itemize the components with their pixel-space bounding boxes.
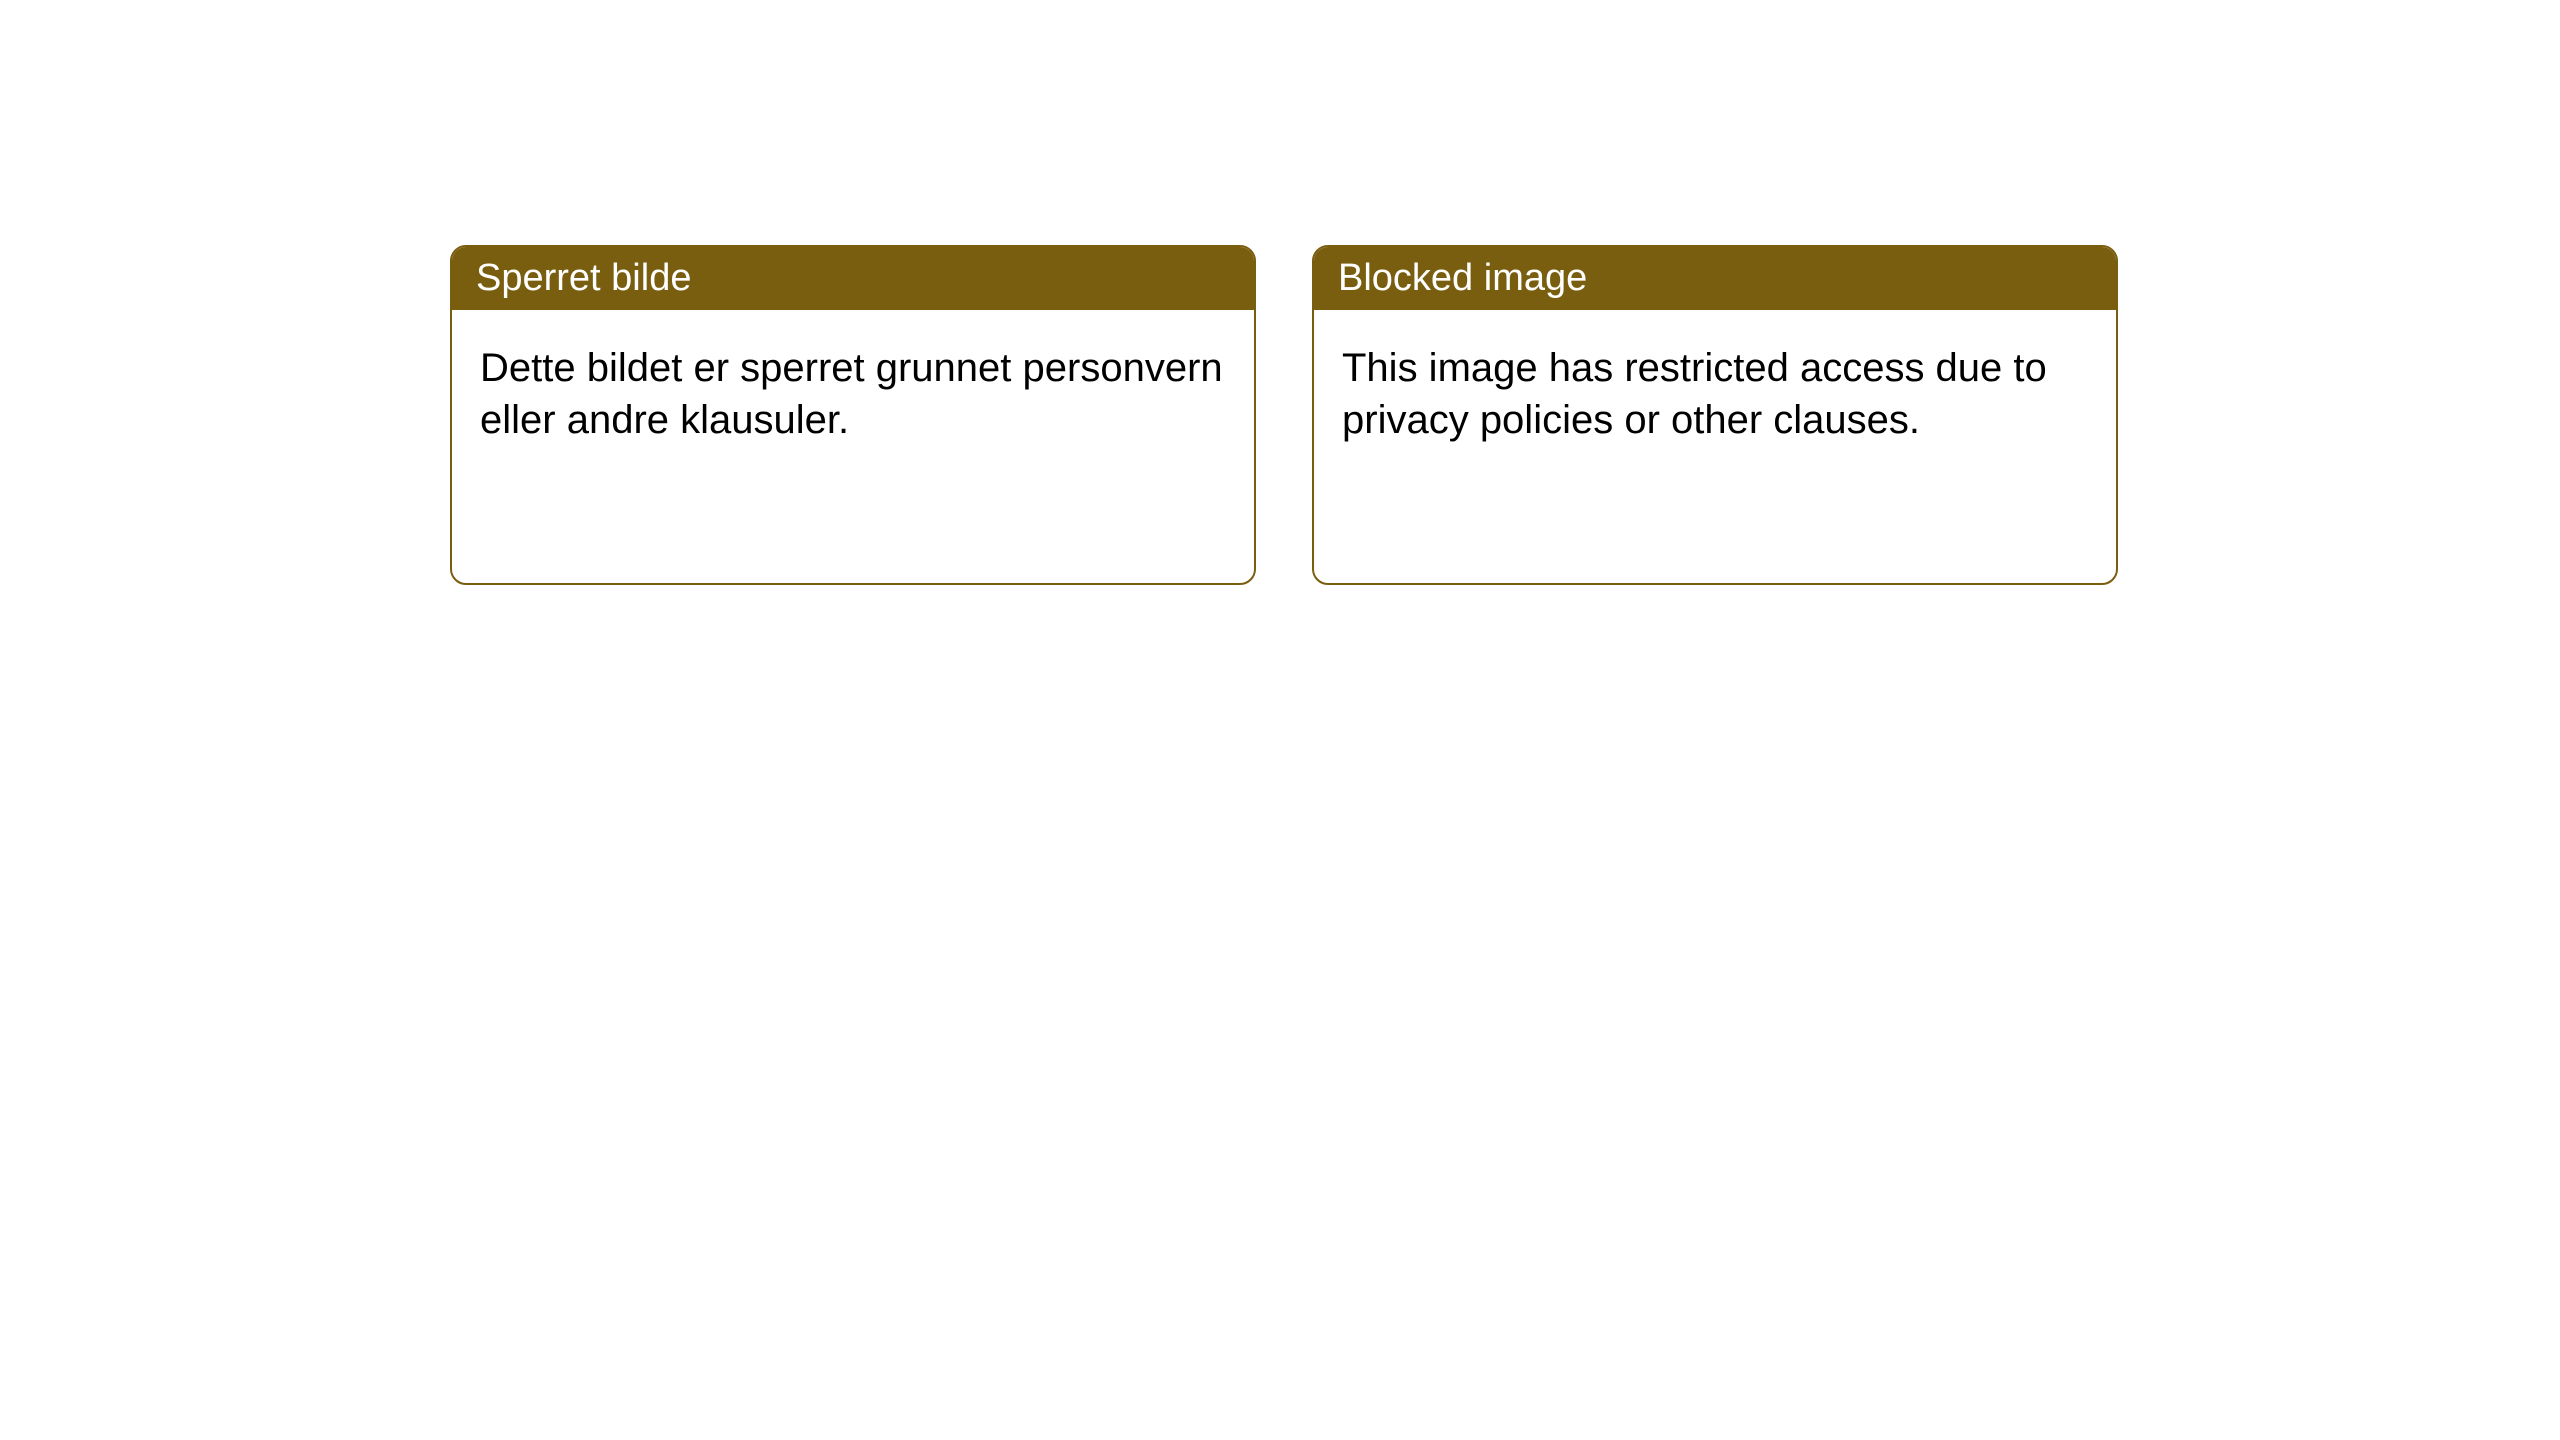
notice-header: Sperret bilde xyxy=(452,247,1254,310)
notice-text: This image has restricted access due to … xyxy=(1342,346,2047,442)
notice-body: Dette bildet er sperret grunnet personve… xyxy=(452,310,1254,478)
notice-text: Dette bildet er sperret grunnet personve… xyxy=(480,346,1223,442)
notice-container: Sperret bilde Dette bildet er sperret gr… xyxy=(450,245,2118,585)
notice-header: Blocked image xyxy=(1314,247,2116,310)
notice-title: Blocked image xyxy=(1338,257,1587,299)
notice-box-norwegian: Sperret bilde Dette bildet er sperret gr… xyxy=(450,245,1256,585)
notice-box-english: Blocked image This image has restricted … xyxy=(1312,245,2118,585)
notice-body: This image has restricted access due to … xyxy=(1314,310,2116,478)
notice-title: Sperret bilde xyxy=(476,257,691,299)
